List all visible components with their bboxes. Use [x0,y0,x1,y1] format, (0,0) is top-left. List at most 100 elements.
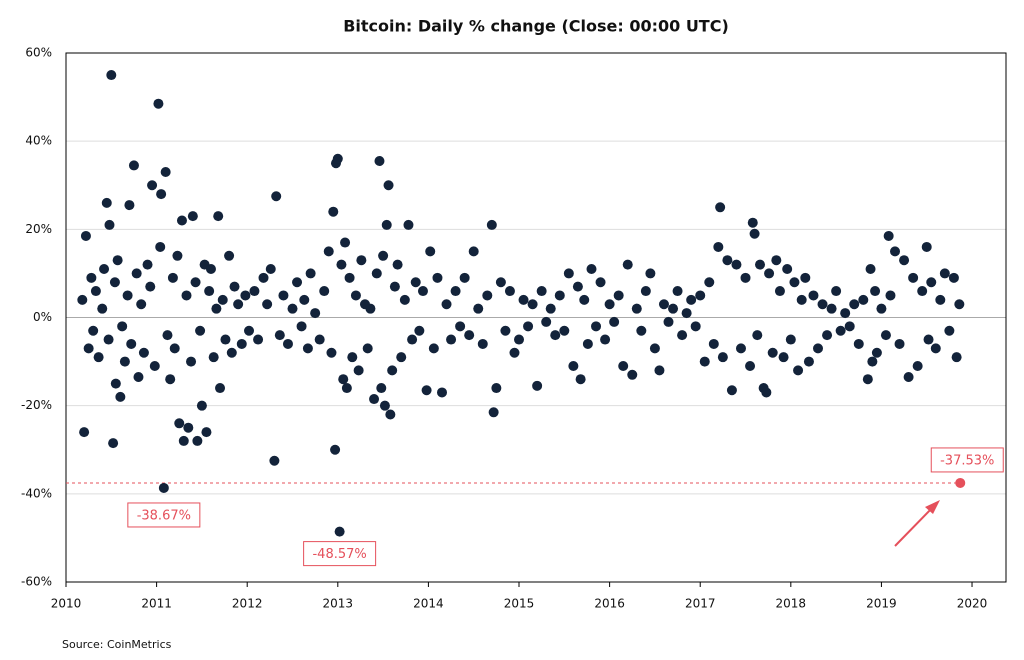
data-point [249,286,260,297]
source-note: Source: CoinMetrics [62,638,172,651]
data-point [407,334,418,345]
data-point [389,281,400,292]
data-point [677,330,688,341]
data-point [745,360,756,371]
data-point [119,356,130,367]
data-point [771,255,782,266]
x-tick-label: 2014 [413,597,444,611]
data-point [278,290,289,301]
arrow-head [925,500,940,514]
data-point [752,330,763,341]
data-point [153,98,164,109]
x-tick-label: 2013 [323,597,354,611]
data-point [122,290,133,301]
data-point [379,400,390,411]
data-point [104,219,115,230]
data-point [686,294,697,305]
data-point [340,237,351,248]
data-point [201,427,212,438]
data-point [954,299,965,310]
annotation-box [930,447,1004,473]
data-point [582,338,593,349]
data-point [876,303,887,314]
data-point [341,383,352,394]
data-point [717,352,728,363]
data-point [761,387,772,398]
data-point [672,286,683,297]
data-point [77,294,88,305]
data-point [226,347,237,358]
data-point [586,264,597,275]
plot-frame [65,52,1007,583]
data-point [871,347,882,358]
data-point [865,264,876,275]
x-tick-label: 2019 [866,597,897,611]
data-point [101,197,112,208]
data-point [862,374,873,385]
data-point [890,246,901,257]
data-point [604,299,615,310]
data-point [265,264,276,275]
data-point [172,250,183,261]
data-point [110,378,121,389]
data-point [459,272,470,283]
data-point [160,167,171,178]
data-point [195,325,206,336]
data-point [690,321,701,332]
data-point [112,255,123,266]
data-point [563,268,574,279]
data-point [187,211,198,222]
data-point [97,303,108,314]
data-point [417,286,428,297]
data-point [115,391,126,402]
data-point [944,325,955,336]
data-point [244,325,255,336]
data-point [196,400,207,411]
data-point [299,294,310,305]
data-point [80,230,91,241]
data-point [899,255,910,266]
data-point [99,264,110,275]
y-tick-label: -20% [21,398,52,412]
data-point [353,365,364,376]
data-point [236,338,247,349]
data-point [536,286,547,297]
data-point [955,477,966,488]
data-point [713,241,724,252]
data-point [880,330,891,341]
data-point [149,360,160,371]
data-point [83,343,94,354]
data-point [176,215,187,226]
data-point [365,303,376,314]
data-point [948,272,959,283]
data-point [347,352,358,363]
data-point [90,286,101,297]
data-point [826,303,837,314]
data-point [541,316,552,327]
data-point [169,343,180,354]
data-point [131,268,142,279]
data-point [708,338,719,349]
data-point [613,290,624,301]
data-point [88,325,99,336]
data-point [425,246,436,257]
data-point [908,272,919,283]
data-point [428,343,439,354]
data-point [649,343,660,354]
data-point [336,259,347,270]
data-point [636,325,647,336]
data-point [145,281,156,292]
data-point [103,334,114,345]
data-point [645,268,656,279]
data-point [722,255,733,266]
data-point [550,330,561,341]
data-point [432,272,443,283]
data-point [138,347,149,358]
data-point [192,435,203,446]
data-point [726,385,737,396]
data-point [767,347,778,358]
data-point [310,308,321,319]
data-point [334,526,345,537]
data-point [330,444,341,455]
data-point [410,277,421,288]
